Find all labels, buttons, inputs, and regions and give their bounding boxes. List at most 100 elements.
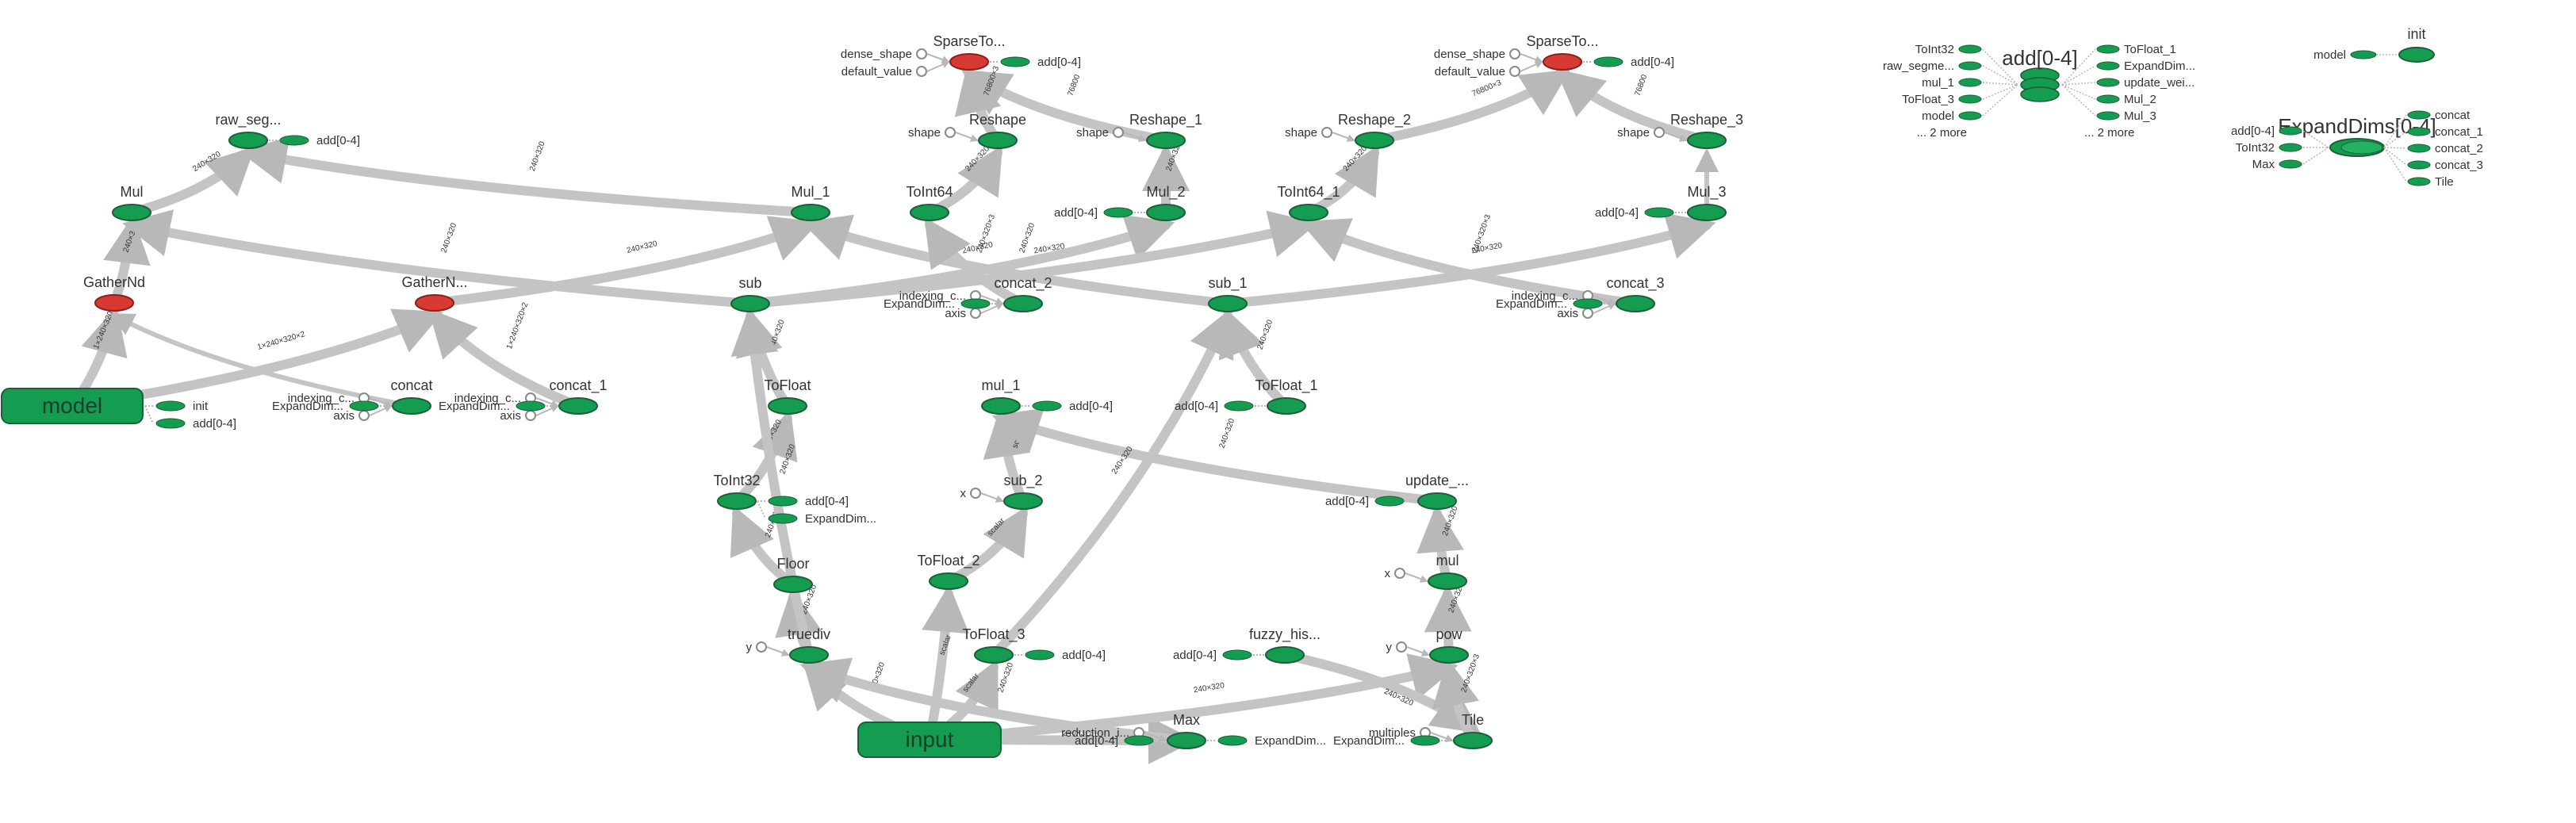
toint64-1-ellipse[interactable] bbox=[1289, 204, 1328, 221]
node-reshape[interactable]: Reshape bbox=[969, 112, 1026, 149]
const-reshape-shape: shape bbox=[908, 126, 979, 142]
node-mul-2[interactable]: Mul_2 bbox=[1146, 184, 1186, 221]
raw-seg-ellipse[interactable] bbox=[228, 132, 268, 149]
node-fuzzy[interactable]: fuzzy_his... bbox=[1249, 626, 1321, 664]
node-update[interactable]: update_... bbox=[1405, 473, 1469, 510]
sparseto-ellipse[interactable] bbox=[949, 53, 989, 71]
toint32-ellipse[interactable] bbox=[717, 492, 757, 510]
node-reshape-3[interactable]: Reshape_3 bbox=[1670, 112, 1743, 149]
truediv-ellipse[interactable] bbox=[789, 646, 829, 664]
floor-ellipse[interactable] bbox=[773, 576, 813, 593]
mul-1cap-label: Mul_1 bbox=[791, 184, 830, 201]
node-max[interactable]: Max bbox=[1167, 712, 1206, 749]
sub-1-ellipse[interactable] bbox=[1208, 295, 1248, 312]
node-sub-2[interactable]: sub_2 bbox=[1003, 473, 1043, 510]
ref-chip bbox=[155, 418, 186, 429]
concat-ellipse[interactable] bbox=[392, 397, 431, 415]
reshape-1-ellipse[interactable] bbox=[1146, 132, 1186, 149]
aux-init[interactable]: init model bbox=[2313, 26, 2435, 63]
mul-1cap-ellipse[interactable] bbox=[791, 204, 830, 221]
pow-ellipse[interactable] bbox=[1429, 646, 1469, 664]
sub-2-ellipse[interactable] bbox=[1003, 492, 1043, 510]
node-sparseto[interactable]: SparseTo... bbox=[933, 33, 1006, 71]
input-block-shape[interactable] bbox=[857, 722, 1002, 758]
init-input-chip bbox=[2350, 50, 2377, 59]
node-toint64[interactable]: ToInt64 bbox=[906, 184, 953, 221]
const-concat-2-axis: axis bbox=[945, 302, 1004, 320]
node-mul-lc[interactable]: mul bbox=[1428, 553, 1467, 590]
tofloat-2-ellipse[interactable] bbox=[929, 572, 968, 590]
node-tofloat-2[interactable]: ToFloat_2 bbox=[917, 553, 980, 590]
node-concat[interactable]: concat bbox=[390, 377, 433, 415]
const-concat-2-indexing-c: indexing_c... bbox=[899, 289, 1004, 305]
gathernd-1-ellipse[interactable] bbox=[415, 294, 454, 312]
sparseto-label: SparseTo... bbox=[933, 33, 1005, 49]
node-tofloat-1[interactable]: ToFloat_1 bbox=[1255, 377, 1318, 415]
node-truediv[interactable]: truediv bbox=[788, 626, 830, 664]
node-raw-seg[interactable]: raw_seg... bbox=[215, 112, 282, 149]
node-concat-3[interactable]: concat_3 bbox=[1606, 275, 1665, 312]
sub-ellipse[interactable] bbox=[730, 295, 770, 312]
sparseto-1-ellipse[interactable] bbox=[1543, 53, 1582, 71]
node-mul-1cap[interactable]: Mul_1 bbox=[791, 184, 830, 221]
node-mul-3[interactable]: Mul_3 bbox=[1687, 184, 1727, 221]
node-tile[interactable]: Tile bbox=[1453, 712, 1493, 749]
max-ellipse[interactable] bbox=[1167, 732, 1206, 749]
concat-2-ellipse[interactable] bbox=[1003, 295, 1043, 312]
node-toint64-1[interactable]: ToInt64_1 bbox=[1277, 184, 1340, 221]
node-gathernd-1[interactable]: GatherN... bbox=[401, 274, 468, 312]
mul-3-ellipse[interactable] bbox=[1687, 204, 1727, 221]
reshape-ellipse[interactable] bbox=[978, 132, 1018, 149]
node-floor[interactable]: Floor bbox=[773, 556, 813, 593]
ref-label: ExpandDim... bbox=[1333, 734, 1405, 748]
const-concat-3-axis: axis bbox=[1557, 302, 1616, 320]
mul-2-ellipse[interactable] bbox=[1146, 204, 1186, 221]
init-ellipse[interactable] bbox=[2398, 47, 2435, 63]
aux-add-group[interactable]: add[0-4] ToInt32 raw_segme... mul_1 ToFloat_… bbox=[1883, 43, 2195, 140]
concat-1-ellipse[interactable] bbox=[558, 397, 598, 415]
tofloat-3-ellipse[interactable] bbox=[974, 646, 1014, 664]
tile-ellipse[interactable] bbox=[1453, 732, 1493, 749]
node-input[interactable]: input bbox=[857, 722, 1002, 758]
node-toint32[interactable]: ToInt32 bbox=[713, 473, 761, 510]
node-gathernd[interactable]: GatherNd bbox=[83, 274, 145, 312]
node-reshape-1[interactable]: Reshape_1 bbox=[1129, 112, 1202, 149]
node-concat-1[interactable]: concat_1 bbox=[549, 377, 608, 415]
node-mul[interactable]: Mul bbox=[112, 184, 151, 221]
const-sparseto-1-dense-shape: dense_shape bbox=[1434, 48, 1543, 63]
node-reshape-2[interactable]: Reshape_2 bbox=[1338, 112, 1411, 149]
toint64-ellipse[interactable] bbox=[910, 204, 949, 221]
aux-expanddims-group[interactable]: ExpandDims[0-4]add[0-4]ToInt32Maxconcatc… bbox=[2231, 109, 2483, 189]
edge-gathernd-1-to-mul-1cap bbox=[430, 216, 820, 308]
ref-chip bbox=[1222, 649, 1252, 660]
fuzzy-ellipse[interactable] bbox=[1265, 646, 1305, 664]
concat-3-ellipse[interactable] bbox=[1616, 295, 1655, 312]
tofloat-1-ellipse[interactable] bbox=[1267, 397, 1306, 415]
tofloat-ellipse[interactable] bbox=[768, 397, 807, 415]
node-tofloat-3[interactable]: ToFloat_3 bbox=[962, 626, 1025, 664]
ref-chip bbox=[349, 400, 379, 412]
mul-ellipse[interactable] bbox=[112, 204, 151, 221]
node-sub-1[interactable]: sub_1 bbox=[1208, 275, 1248, 312]
node-pow[interactable]: pow bbox=[1429, 626, 1469, 664]
node-tofloat[interactable]: ToFloat bbox=[764, 377, 811, 415]
gathernd-ellipse[interactable] bbox=[94, 294, 134, 312]
node-sub[interactable]: sub bbox=[730, 275, 770, 312]
reshape-2-ellipse[interactable] bbox=[1355, 132, 1394, 149]
node-sparseto-1[interactable]: SparseTo... bbox=[1526, 33, 1599, 71]
const-tile-multiples: multiples bbox=[1369, 726, 1454, 742]
model-block-shape[interactable] bbox=[1, 388, 144, 424]
mul-lc-ellipse[interactable] bbox=[1428, 572, 1467, 590]
mul-1-ellipse[interactable] bbox=[981, 397, 1021, 415]
ref-toint32-expanddim: ExpandDim... bbox=[757, 500, 876, 526]
ref-chip bbox=[1374, 496, 1405, 507]
init-input-label: model bbox=[2313, 48, 2346, 62]
add-input-chip bbox=[1958, 111, 1982, 121]
node-model[interactable]: model bbox=[1, 388, 144, 424]
const-dot bbox=[970, 308, 981, 319]
update-ellipse[interactable] bbox=[1417, 492, 1457, 510]
reshape-3-ellipse[interactable] bbox=[1687, 132, 1727, 149]
node-mul-1[interactable]: mul_1 bbox=[981, 377, 1021, 415]
const-label: default_value bbox=[1435, 65, 1505, 78]
node-concat-2[interactable]: concat_2 bbox=[994, 275, 1052, 312]
